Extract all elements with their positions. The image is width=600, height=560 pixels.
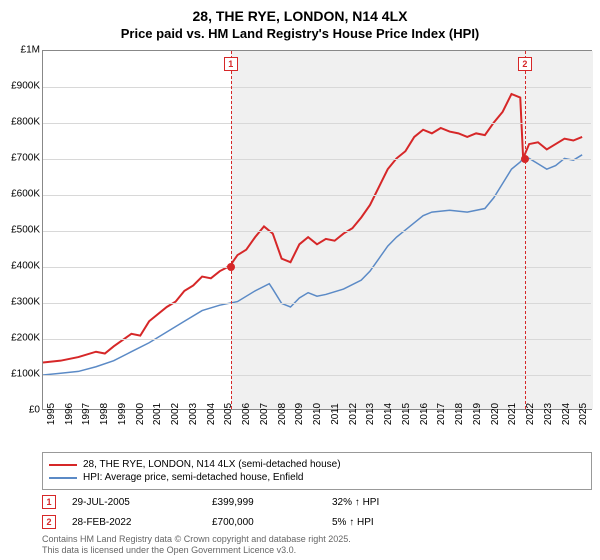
y-tick-label: £700K [2, 153, 40, 164]
sale-marker-box: 2 [518, 57, 532, 71]
footer-line2: This data is licensed under the Open Gov… [42, 545, 592, 556]
gridline [43, 339, 591, 340]
x-tick-label: 2017 [436, 403, 447, 425]
title-subtitle: Price paid vs. HM Land Registry's House … [0, 26, 600, 41]
x-tick-label: 1997 [81, 403, 92, 425]
series-line [43, 94, 582, 363]
x-tick-label: 2022 [525, 403, 536, 425]
y-tick-label: £900K [2, 81, 40, 92]
chart-lines [43, 51, 591, 409]
x-tick-label: 2025 [578, 403, 589, 425]
x-tick-label: 1996 [64, 403, 75, 425]
y-tick-label: £200K [2, 333, 40, 344]
footer-attribution: Contains HM Land Registry data © Crown c… [42, 534, 592, 556]
gridline [43, 159, 591, 160]
legend: 28, THE RYE, LONDON, N14 4LX (semi-detac… [42, 452, 592, 490]
y-tick-label: £800K [2, 117, 40, 128]
sale-diff: 5% ↑ HPI [332, 517, 592, 528]
y-tick-label: £300K [2, 297, 40, 308]
x-tick-label: 2013 [365, 403, 376, 425]
sale-point [227, 263, 235, 271]
y-tick-label: £100K [2, 369, 40, 380]
x-tick-label: 2003 [188, 403, 199, 425]
x-tick-label: 2023 [543, 403, 554, 425]
x-tick-label: 2011 [330, 403, 341, 425]
sale-price: £399,999 [212, 497, 332, 508]
y-tick-label: £0 [2, 405, 40, 416]
sale-marker-box: 1 [42, 495, 56, 509]
y-tick-label: £1M [2, 45, 40, 56]
x-tick-label: 2008 [277, 403, 288, 425]
gridline [43, 87, 591, 88]
chart-container: 28, THE RYE, LONDON, N14 4LX Price paid … [0, 0, 600, 560]
gridline [43, 123, 591, 124]
x-tick-label: 2018 [454, 403, 465, 425]
x-tick-label: 2020 [490, 403, 501, 425]
x-tick-label: 2010 [312, 403, 323, 425]
x-tick-label: 2006 [241, 403, 252, 425]
x-tick-label: 2007 [259, 403, 270, 425]
sale-date: 29-JUL-2005 [72, 497, 212, 508]
x-tick-label: 1999 [117, 403, 128, 425]
sale-marker-cell: 1 [42, 495, 72, 509]
gridline [43, 267, 591, 268]
x-tick-label: 2005 [223, 403, 234, 425]
legend-swatch [49, 464, 77, 466]
footer-line1: Contains HM Land Registry data © Crown c… [42, 534, 592, 545]
gridline [43, 303, 591, 304]
title-block: 28, THE RYE, LONDON, N14 4LX Price paid … [0, 0, 600, 45]
sale-row: 1 29-JUL-2005£399,99932% ↑ HPI [42, 492, 592, 512]
sale-row: 2 28-FEB-2022£700,0005% ↑ HPI [42, 512, 592, 532]
sale-date: 28-FEB-2022 [72, 517, 212, 528]
sale-marker-cell: 2 [42, 515, 72, 529]
x-tick-label: 2019 [472, 403, 483, 425]
sale-point [521, 155, 529, 163]
x-tick-label: 2000 [135, 403, 146, 425]
sale-vline [231, 51, 232, 409]
x-tick-label: 1995 [46, 403, 57, 425]
gridline [43, 231, 591, 232]
x-tick-label: 1998 [99, 403, 110, 425]
sale-marker-box: 2 [42, 515, 56, 529]
sale-marker-box: 1 [224, 57, 238, 71]
sale-vline [525, 51, 526, 409]
y-tick-label: £500K [2, 225, 40, 236]
x-tick-label: 2002 [170, 403, 181, 425]
x-tick-label: 2014 [383, 403, 394, 425]
legend-item: 28, THE RYE, LONDON, N14 4LX (semi-detac… [49, 459, 585, 470]
legend-swatch [49, 477, 77, 479]
x-tick-label: 2009 [294, 403, 305, 425]
chart-plot-area: 12 [42, 50, 592, 410]
series-line [43, 155, 582, 375]
gridline [43, 375, 591, 376]
x-tick-label: 2015 [401, 403, 412, 425]
x-tick-label: 2004 [206, 403, 217, 425]
sale-price: £700,000 [212, 517, 332, 528]
y-tick-label: £400K [2, 261, 40, 272]
title-address: 28, THE RYE, LONDON, N14 4LX [0, 8, 600, 24]
legend-label: 28, THE RYE, LONDON, N14 4LX (semi-detac… [83, 459, 341, 470]
y-tick-label: £600K [2, 189, 40, 200]
sales-table: 1 29-JUL-2005£399,99932% ↑ HPI 2 28-FEB-202… [42, 492, 592, 532]
x-tick-label: 2024 [561, 403, 572, 425]
gridline [43, 195, 591, 196]
x-tick-label: 2016 [419, 403, 430, 425]
sale-diff: 32% ↑ HPI [332, 497, 592, 508]
x-tick-label: 2021 [507, 403, 518, 425]
x-tick-label: 2001 [152, 403, 163, 425]
legend-item: HPI: Average price, semi-detached house,… [49, 472, 585, 483]
legend-label: HPI: Average price, semi-detached house,… [83, 472, 304, 483]
x-tick-label: 2012 [348, 403, 359, 425]
